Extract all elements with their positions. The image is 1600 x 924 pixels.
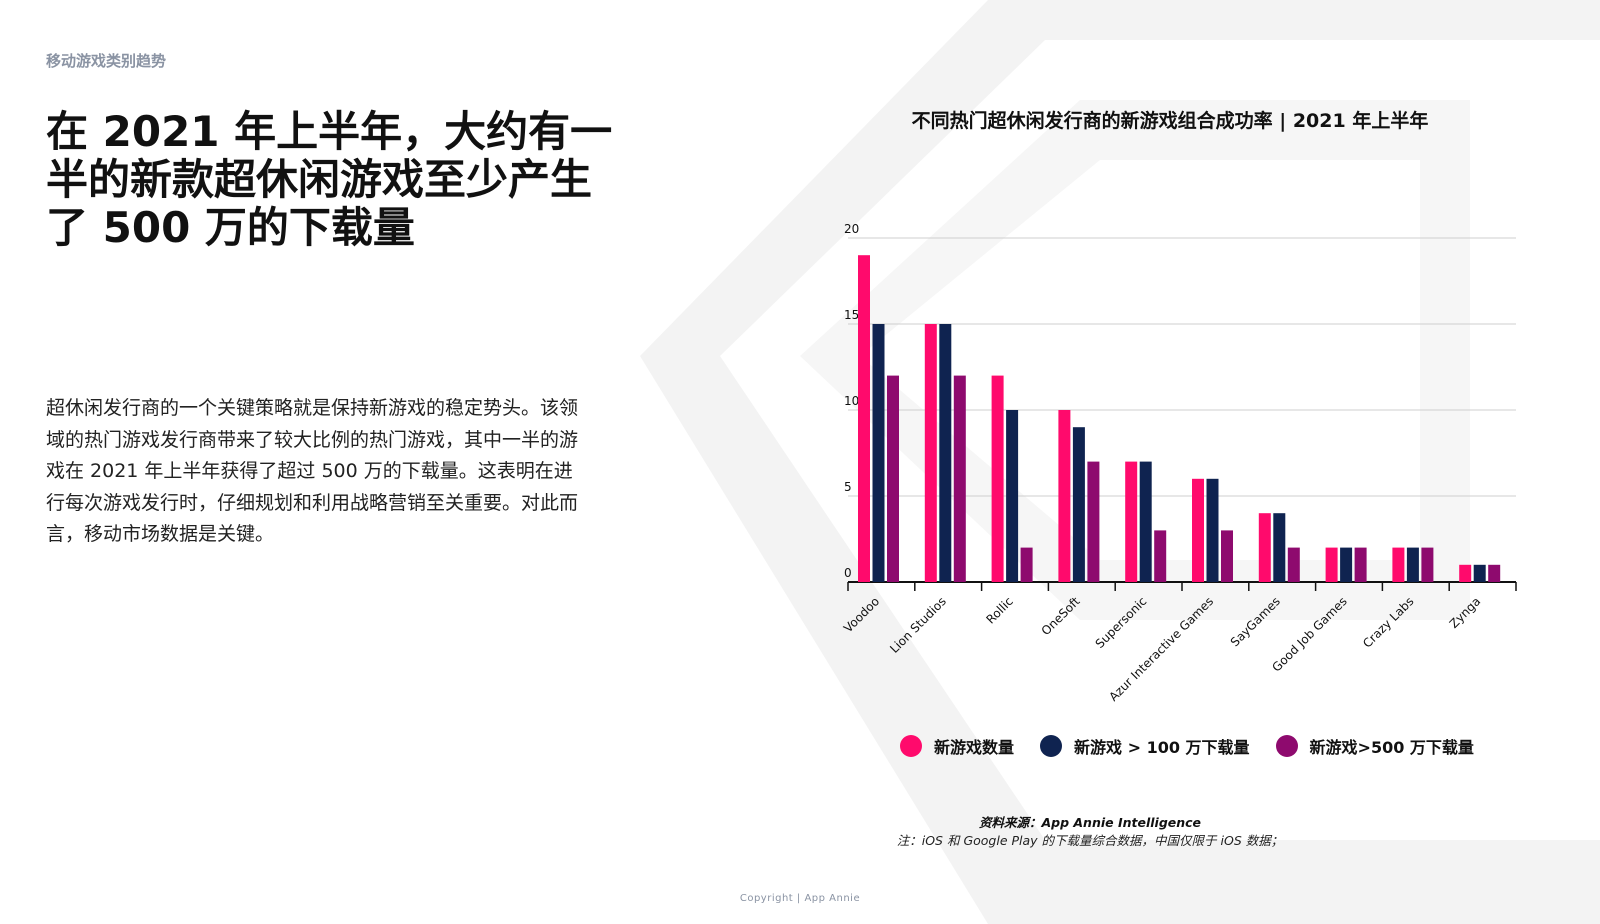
bar bbox=[1459, 564, 1472, 582]
legend-item-new-games: 新游戏数量 bbox=[900, 734, 1014, 758]
x-tick-label: Lion Studios bbox=[887, 594, 949, 656]
bar bbox=[1006, 410, 1019, 582]
y-tick-label: 20 bbox=[844, 222, 859, 236]
x-tick-label: Good Job Games bbox=[1269, 594, 1349, 674]
legend-label: 新游戏 > 100 万下载量 bbox=[1074, 738, 1250, 757]
bar bbox=[1020, 547, 1033, 582]
bar bbox=[924, 324, 937, 582]
bar bbox=[1087, 461, 1100, 582]
bar bbox=[991, 375, 1004, 582]
bar bbox=[872, 324, 885, 582]
page-headline: 在 2021 年上半年，大约有一半的新款超休闲游戏至少产生了 500 万的下载量 bbox=[46, 107, 613, 252]
bar bbox=[1258, 513, 1271, 582]
bar bbox=[939, 324, 952, 582]
legend-item-over-5m: 新游戏>500 万下载量 bbox=[1275, 734, 1474, 758]
x-tick-label: Zynga bbox=[1447, 594, 1484, 631]
bar bbox=[1072, 427, 1085, 582]
x-tick-label: Voodoo bbox=[841, 594, 882, 635]
bar bbox=[1206, 478, 1219, 582]
legend-dot-purple bbox=[1275, 735, 1298, 757]
y-tick-label: 0 bbox=[844, 566, 852, 580]
bar bbox=[1139, 461, 1152, 582]
bar bbox=[953, 375, 966, 582]
bar bbox=[1488, 564, 1501, 582]
bar bbox=[1354, 547, 1367, 582]
legend-label: 新游戏数量 bbox=[934, 738, 1015, 757]
bar bbox=[1154, 530, 1167, 582]
bar bbox=[1392, 547, 1405, 582]
section-label: 移动游戏类别趋势 bbox=[46, 52, 167, 70]
legend-item-over-1m: 新游戏 > 100 万下载量 bbox=[1040, 734, 1250, 758]
bar bbox=[1287, 547, 1300, 582]
legend-dot-navy bbox=[1040, 735, 1063, 757]
bar bbox=[1406, 547, 1419, 582]
bar bbox=[1221, 530, 1233, 582]
x-tick-label: OneSoft bbox=[1039, 594, 1083, 638]
bar bbox=[1058, 410, 1071, 582]
legend-dot-pink bbox=[900, 735, 922, 757]
chart-legend: 新游戏数量 新游戏 > 100 万下载量 新游戏>500 万下载量 bbox=[900, 734, 1474, 758]
body-paragraph: 超休闲发行商的一个关键策略就是保持新游戏的稳定势头。该领域的热门游戏发行商带来了… bbox=[46, 397, 579, 545]
bar bbox=[1421, 547, 1434, 582]
bar bbox=[1192, 478, 1204, 582]
chart-title: 不同热门超休闲发行商的新游戏组合成功率 | 2021 年上半年 bbox=[911, 110, 1429, 132]
bar bbox=[1473, 564, 1486, 582]
copyright-text: Copyright | App Annie bbox=[739, 893, 861, 904]
note-text: 注：iOS 和 Google Play 的下载量综合数据，中国仅限于 iOS 数… bbox=[896, 833, 1284, 848]
y-tick-label: 5 bbox=[844, 480, 852, 494]
legend-label: 新游戏>500 万下载量 bbox=[1309, 738, 1474, 757]
bar bbox=[858, 255, 870, 582]
x-tick-label: SayGames bbox=[1228, 594, 1283, 649]
y-tick-label: 10 bbox=[844, 394, 859, 408]
source-text: 资料来源：App Annie Intelligence bbox=[978, 815, 1202, 830]
y-tick-label: 15 bbox=[844, 308, 859, 322]
bar bbox=[1273, 513, 1286, 582]
bar bbox=[1325, 547, 1338, 582]
bar bbox=[1340, 547, 1353, 582]
bar bbox=[887, 375, 899, 582]
x-tick-label: Rollic bbox=[983, 594, 1015, 626]
bar bbox=[1125, 461, 1138, 582]
x-tick-label: Crazy Labs bbox=[1360, 594, 1416, 650]
x-tick-label: Supersonic bbox=[1093, 594, 1150, 651]
